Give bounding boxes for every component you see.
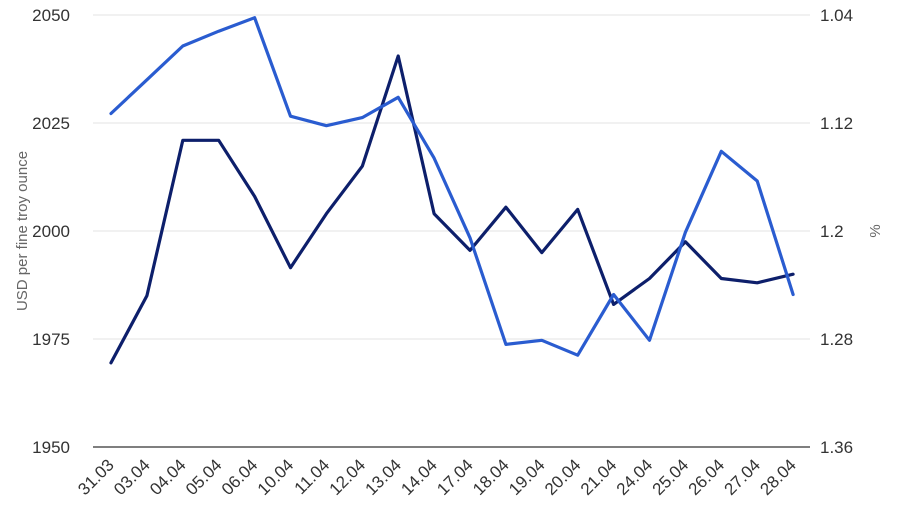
- left-tick-label: 1975: [32, 330, 70, 349]
- x-tick-label: 13.04: [362, 455, 406, 499]
- left-tick-label: 2050: [32, 6, 70, 25]
- x-tick-label: 06.04: [218, 455, 262, 499]
- x-tick-label: 20.04: [541, 455, 585, 499]
- right-tick-label: 1.36: [820, 438, 853, 457]
- x-axis-ticks: 31.0303.0404.0405.0406.0410.0411.0412.04…: [74, 455, 800, 499]
- series-line-left-axis: [109, 54, 795, 365]
- left-tick-label: 2025: [32, 114, 70, 133]
- right-tick-label: 1.04: [820, 6, 853, 25]
- right-tick-label: 1.2: [820, 222, 844, 241]
- left-axis-title: USD per fine troy ounce: [14, 151, 31, 311]
- x-tick-label: 05.04: [182, 455, 226, 499]
- right-tick-label: 1.12: [820, 114, 853, 133]
- x-tick-label: 19.04: [505, 455, 549, 499]
- left-tick-label: 1950: [32, 438, 70, 457]
- x-tick-label: 17.04: [433, 455, 477, 499]
- right-axis-title: %: [867, 224, 884, 237]
- x-tick-label: 14.04: [397, 455, 441, 499]
- x-tick-label: 03.04: [110, 455, 154, 499]
- x-tick-label: 27.04: [721, 455, 765, 499]
- series-line-right-axis: [109, 16, 795, 357]
- x-tick-label: 28.04: [756, 455, 800, 499]
- left-axis-ticks: 1950 1975 2000 2025 2050: [32, 6, 70, 457]
- x-tick-label: 18.04: [469, 455, 513, 499]
- x-tick-label: 04.04: [146, 455, 190, 499]
- left-tick-label: 2000: [32, 222, 70, 241]
- x-tick-label: 10.04: [254, 455, 298, 499]
- x-tick-label: 24.04: [613, 455, 657, 499]
- right-tick-label: 1.28: [820, 330, 853, 349]
- x-tick-label: 12.04: [326, 455, 370, 499]
- x-tick-label: 21.04: [577, 455, 621, 499]
- x-tick-label: 25.04: [649, 455, 693, 499]
- right-axis-ticks: 1.36 1.28 1.2 1.12 1.04: [820, 6, 853, 457]
- series-layer: [109, 16, 795, 365]
- x-tick-label: 26.04: [685, 455, 729, 499]
- x-tick-label: 11.04: [291, 455, 334, 498]
- x-tick-label: 31.03: [74, 455, 118, 499]
